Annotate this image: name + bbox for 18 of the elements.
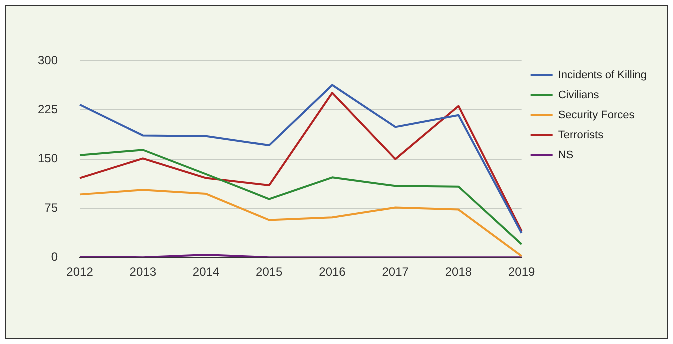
x-tick-label: 2018: [445, 265, 472, 280]
y-tick-label: 150: [38, 152, 58, 166]
legend-label: Incidents of Killing: [558, 70, 648, 82]
x-tick-label: 2016: [319, 265, 346, 280]
x-tick-label: 2017: [382, 265, 410, 280]
x-tick-label: 2014: [192, 265, 220, 280]
legend-label: NS: [558, 150, 574, 162]
y-tick-label: 300: [38, 53, 58, 68]
x-tick-label: 2019: [508, 265, 536, 280]
y-tick-label: 0: [51, 250, 58, 264]
legend-label: Civilians: [558, 90, 600, 102]
y-tick-label: 225: [38, 102, 58, 116]
x-tick-label: 2013: [130, 265, 157, 280]
x-tick-label: 2015: [256, 265, 284, 280]
legend-label: Security Forces: [558, 110, 636, 122]
legend-label: Terrorists: [558, 130, 604, 142]
y-tick-label: 75: [44, 200, 58, 215]
x-tick-label: 2012: [66, 265, 94, 280]
